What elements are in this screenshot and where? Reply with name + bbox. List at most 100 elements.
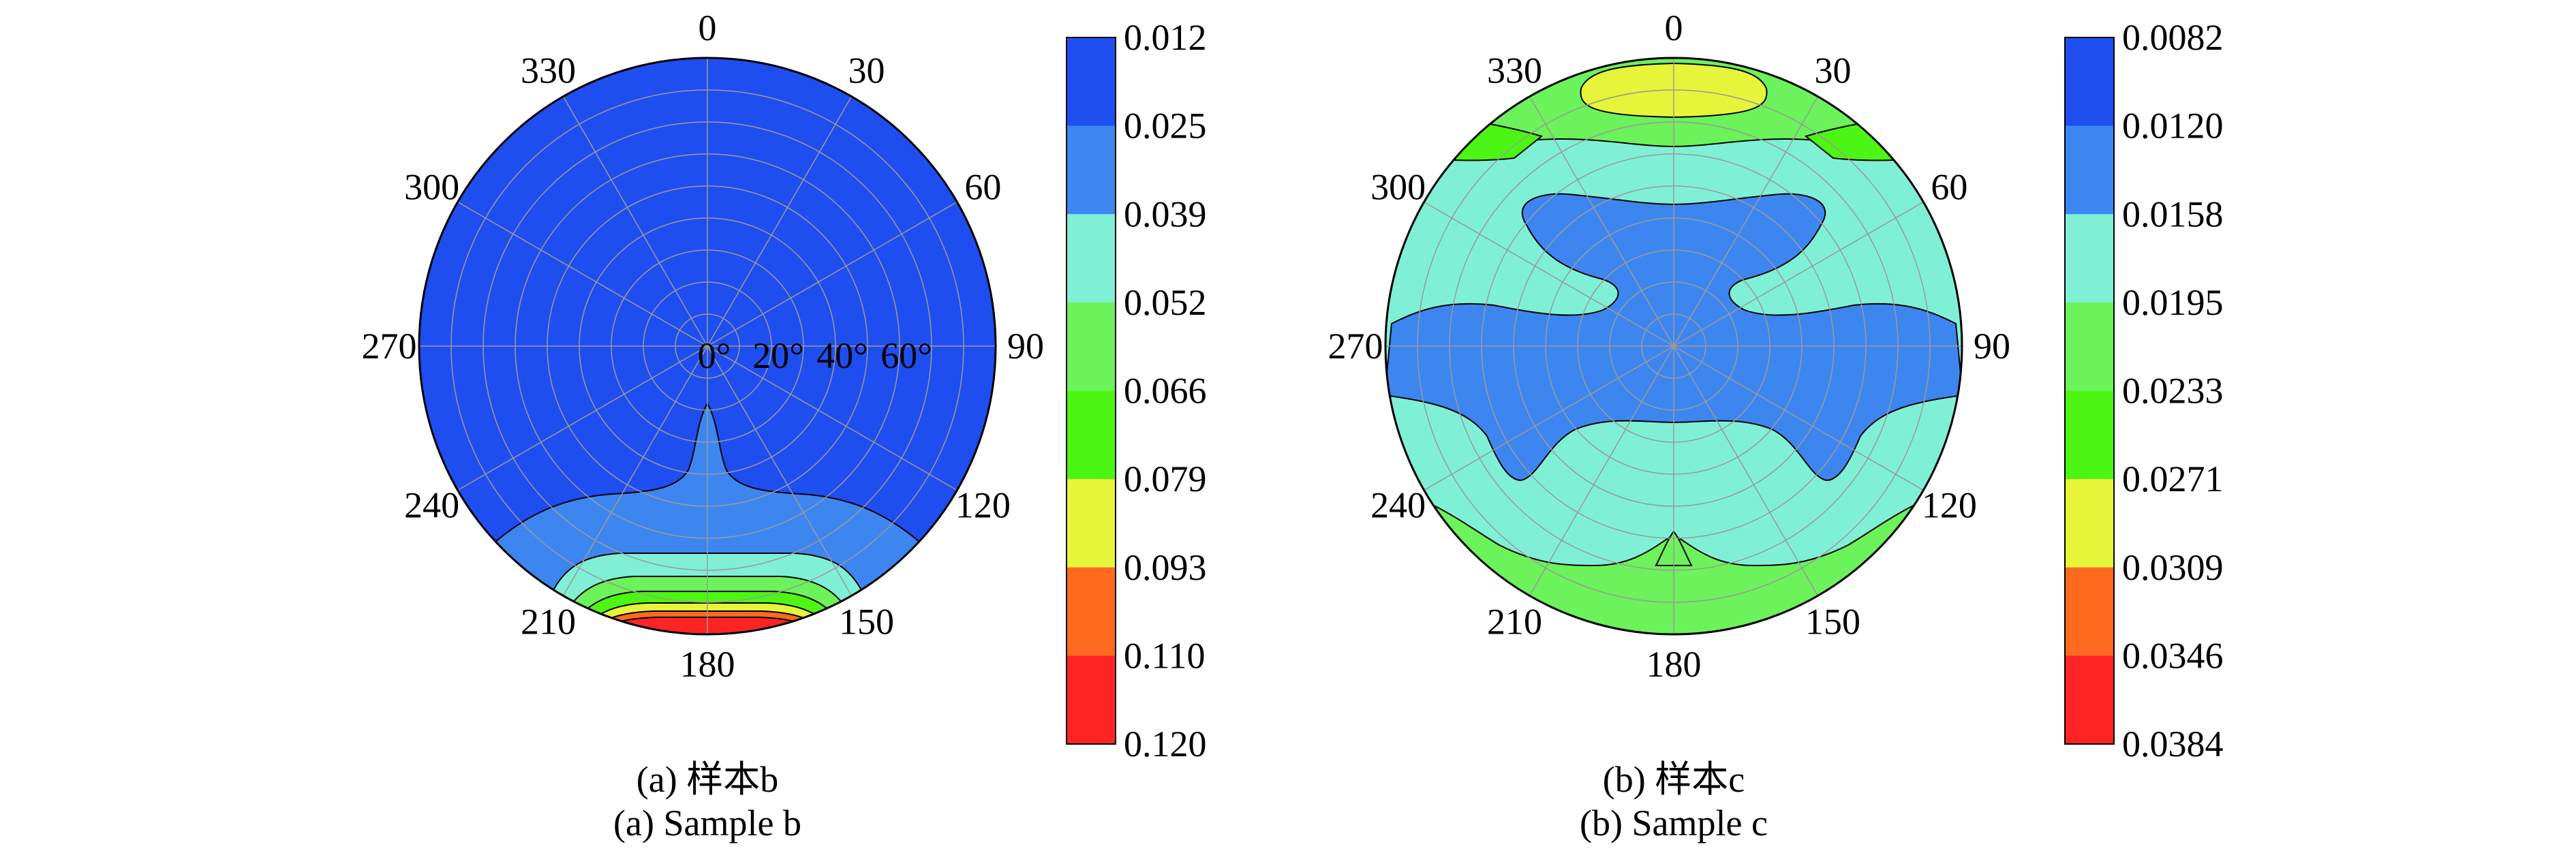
colorbar-a-labels: 0.012 0.025 0.039 0.052 0.066 0.079 0.093 0.110… xyxy=(1124,17,1207,764)
angular-tick-label-a: 330 xyxy=(521,50,576,91)
colorbar-label-b: 0.0120 xyxy=(2122,106,2224,146)
polar-grid-a xyxy=(419,58,996,634)
colorbar-swatch-b xyxy=(2065,214,2114,303)
colorbar-label-a: 0.012 xyxy=(1124,17,1207,58)
grid-spoke-b xyxy=(1529,345,1674,596)
polar-plot-b: 0 30 60 90 120 150 180 210 240 270 300 330 xyxy=(1328,7,2011,685)
radial-tick-label-a: 40° xyxy=(816,335,868,376)
colorbar-swatch-a xyxy=(1067,37,1116,127)
colorbar-label-b: 0.0271 xyxy=(2122,459,2224,499)
angular-tick-label-a: 90 xyxy=(1007,326,1044,367)
colorbar-label-a: 0.079 xyxy=(1124,459,1207,499)
grid-spoke-a xyxy=(562,96,708,347)
colorbar-swatch-a xyxy=(1067,479,1116,568)
polar-plot-a: 0 30 60 90 120 150 180 210 240 270 300 330 0° 20° 40°… xyxy=(362,7,1045,685)
angular-tick-label-b: 210 xyxy=(1487,601,1542,642)
colorbar-label-b: 0.0233 xyxy=(2122,371,2224,412)
colorbar-swatch-b xyxy=(2065,655,2114,745)
grid-spoke-a xyxy=(707,345,957,491)
colorbar-swatch-b xyxy=(2065,125,2114,215)
colorbar-frame-a xyxy=(1066,37,1116,745)
colorbar-a-swatches xyxy=(1066,37,1116,745)
caption-b-zh: (b) 样本c xyxy=(1602,759,1745,800)
colorbar-label-b: 0.0384 xyxy=(2122,724,2224,764)
angular-tick-label-b: 0 xyxy=(1665,7,1683,48)
caption-b-en: (b) Sample c xyxy=(1580,803,1768,843)
grid-spoke-a xyxy=(457,201,708,347)
angular-tick-label-a: 60 xyxy=(964,167,1001,208)
angular-tick-label-b: 150 xyxy=(1805,601,1860,642)
colorbar-b: 0.0082 0.0120 0.0158 0.0195 0.0233 0.0271 0.03… xyxy=(2064,17,2224,764)
colorbar-b-labels: 0.0082 0.0120 0.0158 0.0195 0.0233 0.0271 0.03… xyxy=(2122,17,2224,764)
radial-tick-label-a: 0° xyxy=(698,335,731,376)
colorbar-swatch-a xyxy=(1067,302,1116,391)
colorbar-swatch-a xyxy=(1067,655,1116,745)
caption-a-zh: (a) 样本b xyxy=(636,759,779,800)
angular-tick-label-b: 60 xyxy=(1931,167,1967,208)
colorbar-label-b: 0.0158 xyxy=(2122,193,2224,234)
angular-tick-label-b: 240 xyxy=(1370,485,1426,526)
angular-tick-labels-a: 0 30 60 90 120 150 180 210 240 270 300 330 xyxy=(362,7,1045,685)
colorbar-swatch-a xyxy=(1067,214,1116,303)
colorbar-swatch-b xyxy=(2065,302,2114,391)
grid-spoke-a xyxy=(562,345,708,596)
angular-tick-label-b: 300 xyxy=(1370,167,1426,208)
colorbar-label-a: 0.066 xyxy=(1124,371,1207,412)
colorbar-swatch-b xyxy=(2065,567,2114,656)
angular-tick-label-b: 120 xyxy=(1922,485,1977,526)
caption-b: (b) 样本c (b) Sample c xyxy=(1333,758,2014,845)
grid-spoke-b xyxy=(1673,345,1924,491)
grid-spoke-b xyxy=(1673,96,1819,347)
contour-region-b-bottom-right-yellow xyxy=(1877,557,1903,580)
colorbar-label-b: 0.0309 xyxy=(2122,547,2224,588)
grid-spoke-a xyxy=(457,345,708,491)
angular-tick-label-a: 0 xyxy=(699,7,717,48)
grid-spoke-a xyxy=(707,96,853,347)
colorbar-label-b: 0.0346 xyxy=(2122,635,2224,676)
grid-spoke-b xyxy=(1424,201,1674,347)
angular-tick-label-a: 120 xyxy=(955,485,1011,526)
angular-tick-label-a: 240 xyxy=(404,485,459,526)
colorbar-label-b: 0.0082 xyxy=(2122,17,2224,58)
colorbar-label-a: 0.052 xyxy=(1124,282,1207,323)
colorbar-label-a: 0.025 xyxy=(1124,106,1207,146)
polar-grid-b xyxy=(1385,58,1962,634)
colorbar-a: 0.012 0.025 0.039 0.052 0.066 0.079 0.093 0.110… xyxy=(1066,17,1207,764)
angular-tick-label-a: 180 xyxy=(680,644,735,685)
colorbar-swatch-b xyxy=(2065,37,2114,127)
grid-spoke-b xyxy=(1529,96,1674,347)
angular-tick-label-a: 150 xyxy=(839,601,894,642)
radial-tick-label-a: 20° xyxy=(752,335,804,376)
angular-tick-label-a: 270 xyxy=(362,326,417,367)
colorbar-label-a: 0.120 xyxy=(1124,724,1207,764)
angular-tick-label-a: 300 xyxy=(404,167,459,208)
grid-spoke-a xyxy=(707,201,957,347)
grid-spoke-b xyxy=(1673,345,1819,596)
colorbar-label-a: 0.093 xyxy=(1124,547,1207,588)
angular-tick-label-b: 30 xyxy=(1815,50,1852,91)
caption-a: (a) 样本b (a) Sample b xyxy=(367,758,1048,845)
colorbar-label-a: 0.110 xyxy=(1124,635,1206,676)
radial-tick-labels-a: 0° 20° 40° 60° xyxy=(698,335,932,376)
angular-tick-label-b: 330 xyxy=(1487,50,1542,91)
colorbar-frame-b xyxy=(2064,37,2115,745)
grid-spoke-a xyxy=(707,345,853,596)
angular-tick-label-b: 90 xyxy=(1974,326,2010,367)
colorbar-swatch-a xyxy=(1067,125,1116,215)
grid-spoke-b xyxy=(1424,345,1674,491)
angular-tick-label-a: 30 xyxy=(848,50,885,91)
angular-tick-label-b: 270 xyxy=(1328,326,1383,367)
contour-region-b-bottom-left-yellow xyxy=(1445,557,1470,580)
colorbar-swatch-a xyxy=(1067,567,1116,656)
caption-a-en: (a) Sample b xyxy=(613,803,801,843)
angular-tick-label-a: 210 xyxy=(521,601,576,642)
colorbar-swatch-a xyxy=(1067,390,1116,480)
colorbar-label-b: 0.0195 xyxy=(2122,282,2224,323)
colorbar-swatch-b xyxy=(2065,390,2114,480)
angular-tick-labels-b: 0 30 60 90 120 150 180 210 240 270 300 330 xyxy=(1328,7,2011,685)
polar-boundary-b xyxy=(1384,57,1963,636)
grid-spoke-b xyxy=(1673,201,1924,347)
angular-tick-label-b: 180 xyxy=(1646,644,1702,685)
colorbar-label-a: 0.039 xyxy=(1124,193,1207,234)
